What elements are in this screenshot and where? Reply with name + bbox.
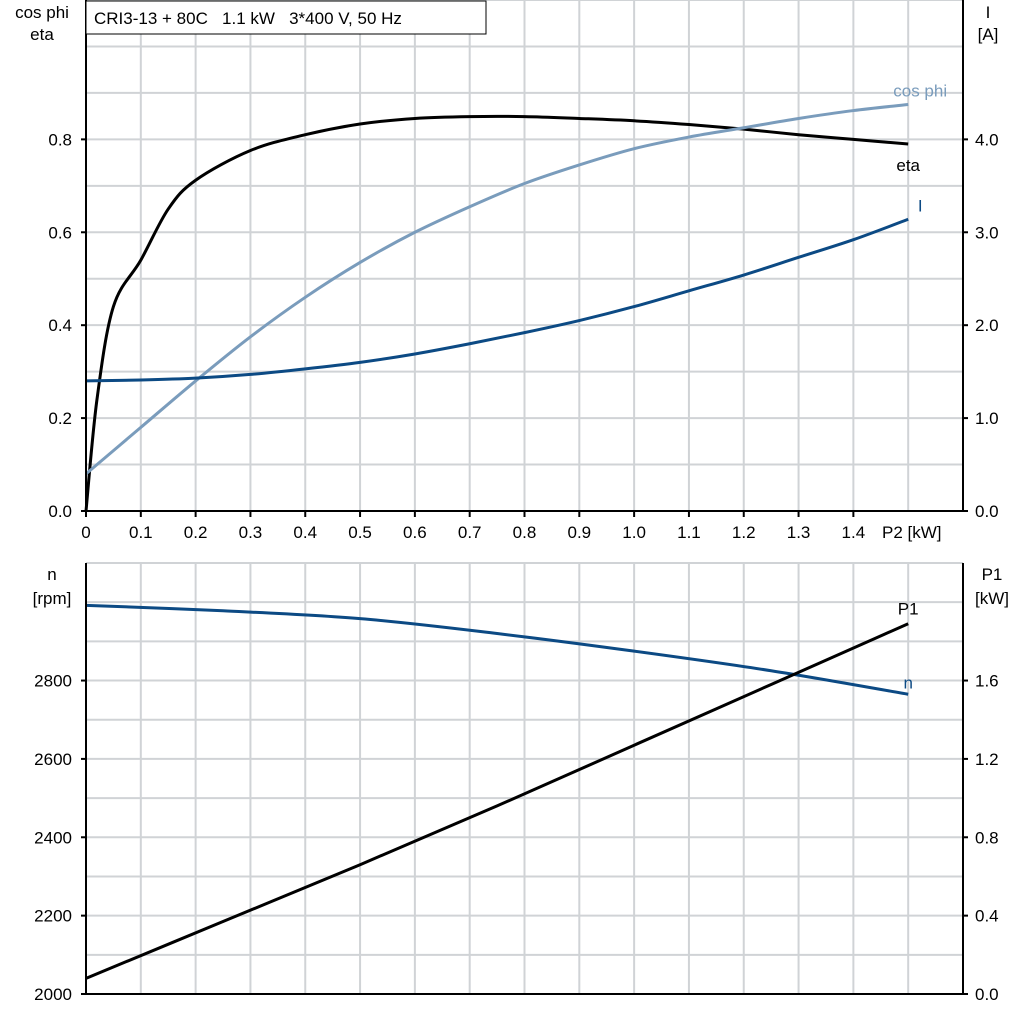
left-tick-label: 2000 xyxy=(34,985,72,1004)
x-tick-label: 1.0 xyxy=(622,523,646,542)
x-axis-label: P2 [kW] xyxy=(882,523,942,542)
bottom-right-axis-label-2: [kW] xyxy=(975,589,1009,608)
x-tick-label: 0.6 xyxy=(403,523,427,542)
right-tick-label: 2.0 xyxy=(975,316,999,335)
left-tick-label: 2800 xyxy=(34,672,72,691)
title-box xyxy=(85,0,487,35)
series-label-eta: eta xyxy=(896,156,920,175)
chart-title: CRI3-13 + 80C 1.1 kW 3*400 V, 50 Hz xyxy=(94,9,402,28)
x-tick-label: 0.7 xyxy=(458,523,482,542)
right-tick-label: 0.8 xyxy=(975,828,999,847)
series-i-line xyxy=(85,217,909,383)
x-tick-label: 1.2 xyxy=(732,523,756,542)
right-tick-label: 0.4 xyxy=(975,907,999,926)
top-right-axis-label-1: I xyxy=(986,3,991,22)
bottom-left-axis-label-2: [rpm] xyxy=(33,589,72,608)
series-label-i: I xyxy=(918,196,923,215)
left-tick-label: 2400 xyxy=(34,828,72,847)
right-tick-label: 1.0 xyxy=(975,409,999,428)
top-left-axis-label-1: cos phi xyxy=(15,3,69,22)
series-label-p1: P1 xyxy=(898,600,919,619)
series-n-line xyxy=(85,603,909,696)
top-right-axis-label-2: [A] xyxy=(978,25,999,44)
series-p1-line xyxy=(85,622,909,980)
x-tick-label: 0.3 xyxy=(239,523,263,542)
series-label-n: n xyxy=(903,673,912,692)
right-tick-label: 1.2 xyxy=(975,750,999,769)
x-tick-label: 0.1 xyxy=(129,523,153,542)
x-tick-label: 0 xyxy=(81,523,90,542)
x-tick-label: 0.9 xyxy=(567,523,591,542)
right-tick-label: 0.0 xyxy=(975,985,999,1004)
series-cos-phi-line xyxy=(85,103,909,475)
x-tick-label: 1.4 xyxy=(842,523,866,542)
bottom-left-axis-label-1: n xyxy=(47,565,56,584)
series-eta-line xyxy=(84,114,909,512)
left-tick-label: 0.8 xyxy=(48,130,72,149)
right-tick-label: 0.0 xyxy=(975,502,999,521)
left-tick-label: 0.2 xyxy=(48,409,72,428)
right-tick-label: 3.0 xyxy=(975,223,999,242)
x-tick-label: 1.1 xyxy=(677,523,701,542)
x-tick-label: 0.8 xyxy=(513,523,537,542)
right-tick-label: 1.6 xyxy=(975,672,999,691)
x-tick-label: 0.4 xyxy=(293,523,317,542)
bottom-right-axis-label-1: P1 xyxy=(982,565,1003,584)
left-tick-label: 0.4 xyxy=(48,316,72,335)
x-tick-label: 0.2 xyxy=(184,523,208,542)
left-tick-label: 0.0 xyxy=(48,502,72,521)
series-label-cos-phi: cos phi xyxy=(893,82,947,101)
left-tick-label: 2600 xyxy=(34,750,72,769)
x-tick-label: 1.3 xyxy=(787,523,811,542)
x-tick-label: 0.5 xyxy=(348,523,372,542)
left-tick-label: 2200 xyxy=(34,907,72,926)
left-tick-label: 0.6 xyxy=(48,223,72,242)
right-tick-label: 4.0 xyxy=(975,130,999,149)
top-left-axis-label-2: eta xyxy=(30,25,54,44)
